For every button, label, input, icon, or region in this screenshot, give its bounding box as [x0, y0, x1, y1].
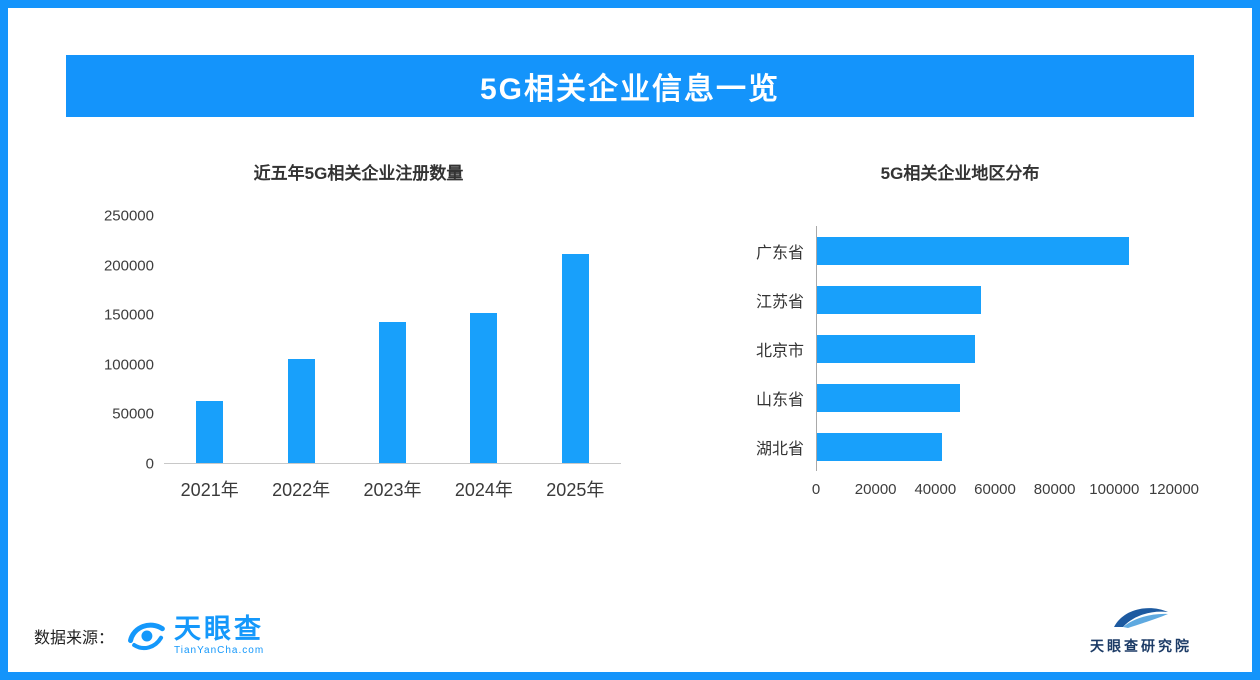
bar-2021年	[196, 400, 224, 463]
x-tick-label: 40000	[914, 481, 957, 498]
y-category-label: 江苏省	[755, 293, 804, 311]
bar-slot	[347, 216, 438, 463]
y-tick-label: 200000	[103, 257, 154, 275]
regions-chart-title: 5G相关企业地区分布	[880, 164, 1040, 183]
bar-track	[816, 275, 1174, 324]
x-tick-label: 100000	[1089, 481, 1140, 498]
tianyancha-logo: 天眼查 TianYanCha.com	[126, 616, 264, 656]
x-tick-label: 120000	[1148, 481, 1200, 498]
charts-row: 近五年5G相关企业注册数量 0 50000 100000 150000 200000 25…	[8, 117, 1252, 502]
vbar-plot	[164, 216, 621, 464]
x-tick-label: 60000	[974, 481, 1016, 498]
x-tick-label: 0	[811, 481, 821, 498]
bar-江苏省	[817, 285, 981, 314]
registrations-chart-title: 近五年5G相关企业注册数量	[253, 164, 464, 183]
x-category-label: 2021年	[180, 480, 239, 500]
registrations-chart: 近五年5G相关企业注册数量 0 50000 100000 150000 200000 25…	[96, 159, 621, 502]
bar-track	[816, 324, 1174, 373]
bar-广东省	[817, 236, 1130, 265]
research-institute-logo: 天眼查研究院	[1090, 603, 1192, 656]
data-source-label: 数据来源：	[34, 630, 115, 647]
bar-row: 江苏省	[746, 275, 1174, 324]
footer: 数据来源： 天眼查 TianYanCha.com 天眼查研究院	[8, 603, 1252, 656]
tianyancha-wordmark: 天眼查 TianYanCha.com	[174, 616, 264, 656]
bar-row: 湖北省	[746, 422, 1174, 471]
bar-2022年	[287, 359, 315, 463]
bar-track	[816, 373, 1174, 422]
y-tick-label: 150000	[103, 306, 154, 324]
tianyancha-subtext: TianYanCha.com	[174, 645, 265, 656]
bar-track	[816, 422, 1174, 471]
hbar-xspacer	[746, 471, 816, 501]
vbar-categories: 2021年 2022年 2023年 2024年 2025年	[164, 464, 621, 502]
y-tick-label: 50000	[112, 405, 154, 423]
tianyancha-name: 天眼查	[174, 614, 265, 644]
y-category-label: 湖北省	[755, 440, 804, 458]
bar-slot	[530, 216, 621, 463]
wave-icon	[1114, 608, 1168, 628]
bar-2024年	[470, 312, 498, 463]
x-category-label: 2023年	[363, 480, 422, 500]
bar-2023年	[379, 321, 407, 463]
bar-slot	[438, 216, 529, 463]
bar-row: 广东省	[746, 226, 1174, 275]
hbar-xaxis-row: 0 20000 40000 60000 80000 100000 120000	[746, 471, 1199, 501]
bar-北京市	[817, 334, 975, 363]
bar-2025年	[561, 253, 589, 463]
bar-track	[816, 226, 1174, 275]
y-tick-label: 0	[145, 455, 154, 473]
x-tick-label: 80000	[1033, 481, 1076, 498]
research-institute-name: 天眼查研究院	[1090, 638, 1192, 654]
x-category-label: 2025年	[546, 480, 605, 500]
bar-slot	[164, 216, 255, 463]
x-tick-label: 20000	[854, 481, 897, 498]
bar-山东省	[817, 383, 960, 412]
vbar-yaxis: 0 50000 100000 150000 200000 250000	[96, 208, 164, 473]
y-category-label: 山东省	[755, 391, 804, 409]
bar-row: 北京市	[746, 324, 1174, 373]
vbar-body: 0 50000 100000 150000 200000 250000 2021年 2022…	[96, 208, 621, 502]
eye-icon	[128, 622, 165, 651]
page-title: 5G相关企业信息一览	[479, 73, 781, 106]
bar-row: 山东省	[746, 373, 1174, 422]
hbar-xticks: 0 20000 40000 60000 80000 100000 120000	[812, 471, 1199, 501]
y-category-label: 广东省	[755, 244, 804, 262]
bar-湖北省	[817, 432, 942, 461]
x-category-label: 2022年	[272, 480, 331, 500]
y-category-label: 北京市	[755, 342, 804, 360]
header-banner: 5G相关企业信息一览	[66, 55, 1194, 117]
vbar-main: 2021年 2022年 2023年 2024年 2025年	[164, 216, 621, 502]
regions-chart: 5G相关企业地区分布 广东省江苏省北京市山东省湖北省 0 20000 40000 60…	[746, 159, 1199, 502]
bar-slot	[255, 216, 346, 463]
x-category-label: 2024年	[454, 480, 513, 500]
y-tick-label: 250000	[103, 207, 154, 225]
y-tick-label: 100000	[103, 356, 154, 374]
data-source-block: 数据来源： 天眼查 TianYanCha.com	[34, 616, 264, 656]
hbar-rows: 广东省江苏省北京市山东省湖北省	[746, 226, 1174, 471]
